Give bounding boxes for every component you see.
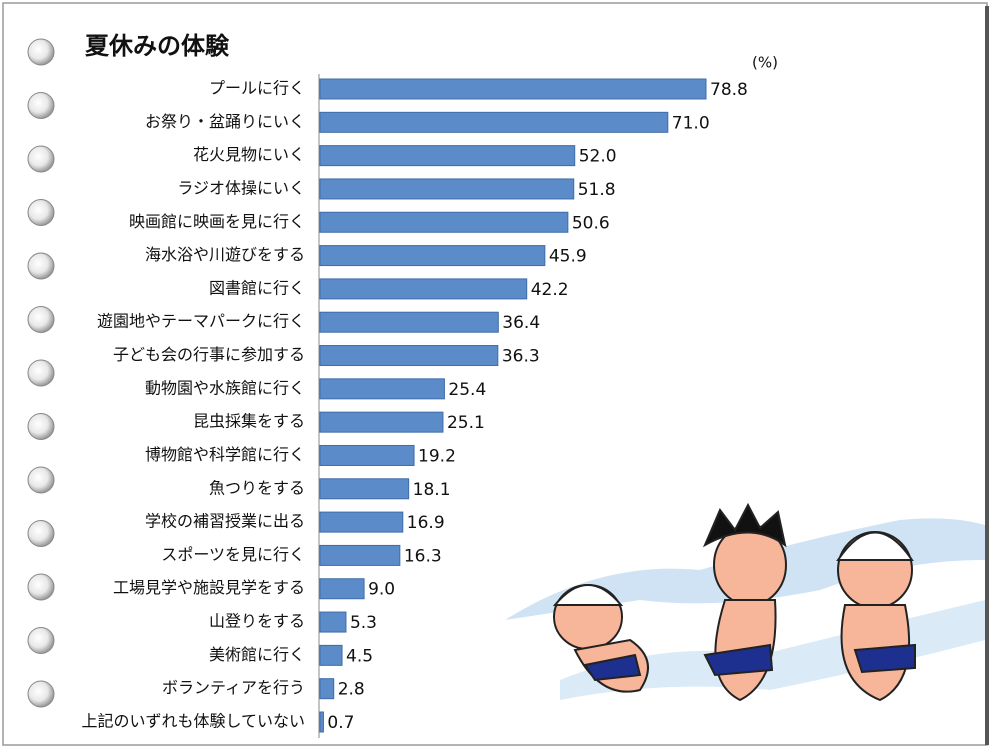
binder-hole: [28, 146, 54, 172]
category-label: スポーツを見に行く: [161, 545, 305, 564]
bar: [320, 212, 568, 232]
value-label: 0.7: [327, 713, 354, 733]
value-label: 25.1: [447, 413, 485, 433]
value-label: 51.8: [578, 180, 616, 200]
value-label: 5.3: [350, 613, 377, 633]
category-label: プールに行く: [209, 79, 305, 98]
category-label: 図書館に行く: [209, 278, 305, 297]
category-label: 魚つりをする: [209, 478, 305, 497]
bar: [320, 645, 342, 665]
category-label: 山登りをする: [209, 612, 305, 631]
value-label: 4.5: [346, 646, 373, 666]
category-label: 子ども会の行事に参加する: [113, 345, 305, 364]
value-label: 2.8: [338, 680, 365, 700]
category-label: 上記のいずれも体験していない: [81, 712, 305, 731]
bar: [320, 579, 364, 599]
binder-hole: [28, 521, 54, 547]
value-label: 52.0: [579, 147, 617, 167]
binder-hole: [28, 467, 54, 493]
binder-hole: [28, 681, 54, 707]
category-label: ラジオ体操にいく: [177, 178, 305, 197]
category-label: 映画館に映画を見に行く: [129, 212, 305, 231]
binder-hole: [28, 253, 54, 279]
bar: [320, 246, 545, 266]
binder-hole: [28, 307, 54, 333]
bar: [320, 679, 334, 699]
bar: [320, 512, 403, 532]
value-label: 16.9: [407, 513, 445, 533]
category-label: 美術館に行く: [209, 645, 305, 664]
category-label: お祭り・盆踊りにいく: [145, 112, 305, 131]
bar: [320, 445, 414, 465]
value-label: 19.2: [418, 446, 456, 466]
binder-hole: [28, 39, 54, 65]
bar: [320, 279, 527, 299]
value-label: 9.0: [368, 580, 395, 600]
value-label: 71.0: [672, 113, 710, 133]
value-label: 18.1: [413, 480, 451, 500]
category-label: 学校の補習授業に出る: [145, 512, 305, 531]
value-label: 36.4: [502, 313, 540, 333]
bar: [320, 146, 575, 166]
binder-hole: [28, 200, 54, 226]
value-label: 36.3: [502, 347, 540, 367]
bar: [320, 379, 444, 399]
bar: [320, 312, 498, 332]
bar: [320, 412, 443, 432]
bar: [320, 712, 323, 732]
value-label: 16.3: [404, 546, 442, 566]
category-label: 花火見物にいく: [193, 145, 305, 164]
category-label: 遊園地やテーマパークに行く: [97, 312, 305, 331]
category-label: 動物園や水族館に行く: [145, 378, 305, 397]
chart: 夏休みの体験 (%) プールに行く 78.8 お祭り・盆踊りにいく 71.0 花火見物に…: [0, 0, 993, 749]
category-label: 工場見学や施設見学をする: [113, 578, 305, 597]
value-label: 78.8: [710, 80, 748, 100]
bar: [320, 179, 574, 199]
value-label: 42.2: [531, 280, 569, 300]
chart-title: 夏休みの体験: [85, 32, 230, 60]
category-label: 博物館や科学館に行く: [145, 445, 305, 464]
value-label: 45.9: [549, 247, 587, 267]
binder-hole: [28, 628, 54, 654]
binder-hole: [28, 574, 54, 600]
bar: [320, 79, 706, 99]
swim-trunks: [855, 645, 915, 672]
bar: [320, 346, 498, 366]
binder-hole: [28, 360, 54, 386]
category-label: 昆虫採集をする: [193, 412, 305, 431]
binder-hole: [28, 93, 54, 119]
binder-hole: [28, 414, 54, 440]
bar: [320, 612, 346, 632]
unit-label: (%): [752, 54, 778, 72]
bar: [320, 112, 668, 132]
category-label: ボランティアを行う: [162, 678, 305, 697]
value-label: 25.4: [448, 380, 486, 400]
category-label: 海水浴や川遊びをする: [145, 245, 305, 264]
bar: [320, 479, 409, 499]
value-label: 50.6: [572, 213, 610, 233]
bar: [320, 545, 400, 565]
